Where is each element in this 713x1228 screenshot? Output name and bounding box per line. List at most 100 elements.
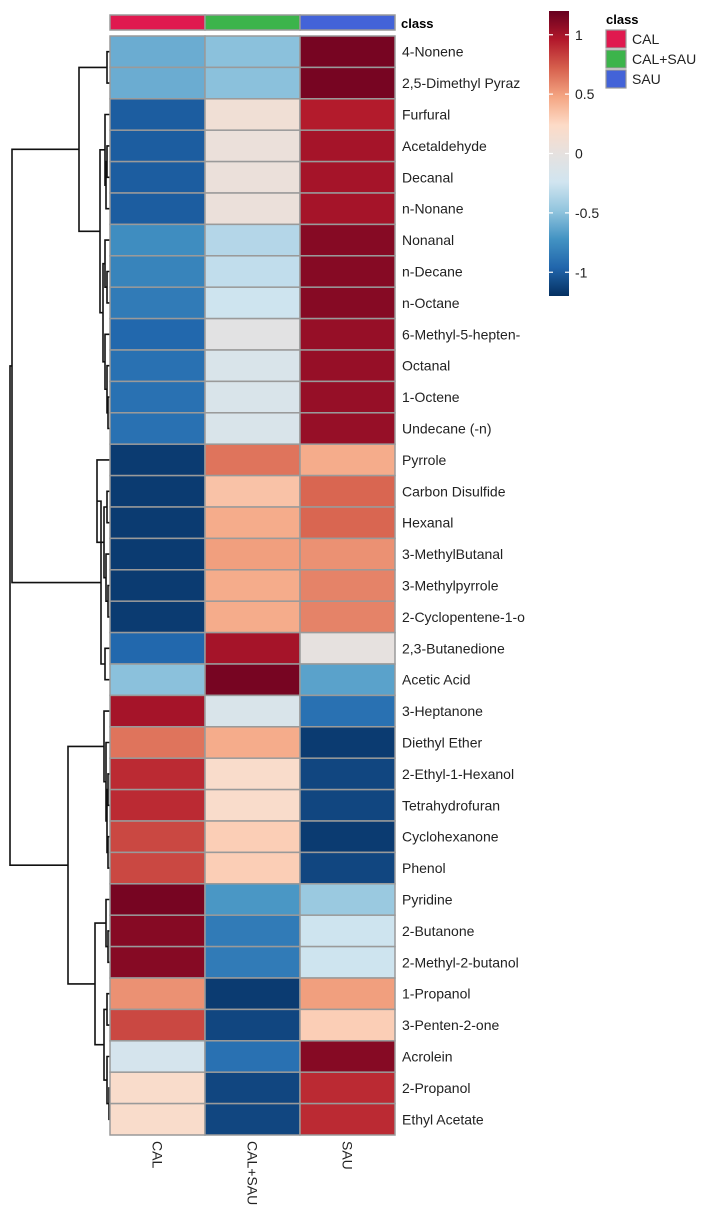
heatmap-cell xyxy=(204,600,301,634)
heatmap-cell xyxy=(204,412,301,445)
class-legend-swatch xyxy=(605,69,627,89)
color-scale-tick-label: 1 xyxy=(575,27,583,43)
row-label: Undecane (-n) xyxy=(402,421,492,437)
heatmap-cell xyxy=(299,412,396,445)
heatmap-cell xyxy=(109,286,206,320)
heatmap-cell xyxy=(299,851,396,885)
heatmap-cell xyxy=(109,380,206,414)
heatmap-cell xyxy=(109,883,206,916)
heatmap-cell xyxy=(204,317,301,351)
heatmap-cell xyxy=(299,914,396,948)
row-label: Nonanal xyxy=(402,232,454,248)
color-scale-bar xyxy=(549,11,569,296)
heatmap-cell xyxy=(109,160,206,194)
heatmap-cell xyxy=(109,788,206,822)
row-label: n-Decane xyxy=(402,264,463,280)
heatmap-cell xyxy=(109,851,206,885)
heatmap-cell xyxy=(204,1102,301,1136)
column-label: CAL xyxy=(150,1141,166,1168)
heatmap-cell xyxy=(204,788,301,822)
heatmap-cell xyxy=(109,129,206,163)
heatmap-cell xyxy=(109,349,206,383)
heatmap-cell xyxy=(299,726,396,759)
row-label: Pyridine xyxy=(402,892,453,908)
heatmap-cell xyxy=(204,1008,301,1042)
class-legend-label: CAL xyxy=(632,31,659,47)
heatmap-cell xyxy=(299,945,396,979)
heatmap-cell xyxy=(299,255,396,288)
heatmap-cell xyxy=(109,1102,206,1136)
heatmap-cell xyxy=(204,1071,301,1105)
heatmap-cell xyxy=(299,1008,396,1042)
heatmap-cell xyxy=(109,474,206,508)
heatmap-cell xyxy=(204,945,301,979)
heatmap-cell xyxy=(204,66,301,100)
column-labels: CAL CAL+SAU SAU xyxy=(150,1141,356,1205)
row-label: 1-Propanol xyxy=(402,986,471,1002)
class-annotation-bar: class xyxy=(109,14,434,31)
row-label: 2,5-Dimethyl Pyraz xyxy=(402,75,520,91)
heatmap-cell xyxy=(299,820,396,854)
row-label: Phenol xyxy=(402,860,446,876)
heatmap-cell xyxy=(299,788,396,822)
heatmap-cell xyxy=(109,98,206,131)
heatmap-cell xyxy=(109,914,206,948)
class-legend-swatch xyxy=(605,29,627,49)
heatmap-cell xyxy=(204,694,301,728)
heatmap-cell xyxy=(299,631,396,665)
heatmap-cell xyxy=(299,160,396,194)
heatmap-cell xyxy=(109,569,206,602)
heatmap-cell xyxy=(299,66,396,100)
heatmap-cell xyxy=(299,317,396,351)
heatmap-cell xyxy=(109,663,206,697)
heatmap-cell xyxy=(299,663,396,697)
heatmap-cell xyxy=(109,35,206,69)
heatmap-cells xyxy=(109,35,396,1136)
column-label: CAL+SAU xyxy=(245,1141,261,1205)
heatmap-cell xyxy=(109,1008,206,1042)
heatmap-cell xyxy=(299,443,396,477)
row-label: 3-Heptanone xyxy=(402,703,483,719)
heatmap-cell xyxy=(109,443,206,477)
class-legend-label: SAU xyxy=(632,71,661,87)
dendrogram-branch xyxy=(9,365,68,866)
row-label: 2-Methyl-2-butanol xyxy=(402,954,519,970)
heatmap-cell xyxy=(299,600,396,634)
heatmap-cell xyxy=(299,1040,396,1073)
row-label: Furfural xyxy=(402,107,450,123)
heatmap-cell xyxy=(204,192,301,226)
row-label: 4-Nonene xyxy=(402,44,464,60)
heatmap-cell xyxy=(204,977,301,1011)
heatmap-cell xyxy=(109,726,206,759)
heatmap-cell xyxy=(109,1071,206,1105)
row-label: 2,3-Butanedione xyxy=(402,640,505,656)
class-annotation-cell-cal xyxy=(109,14,206,31)
heatmap-cell xyxy=(204,820,301,854)
row-label: Ethyl Acetate xyxy=(402,1111,484,1127)
heatmap-cell xyxy=(204,883,301,916)
row-label: 2-Cyclopentene-1-o xyxy=(402,609,525,625)
color-scale-tick-label: 0.5 xyxy=(575,86,595,102)
heatmap-cell xyxy=(299,380,396,414)
heatmap-cell xyxy=(299,537,396,571)
row-label: Cyclohexanone xyxy=(402,829,499,845)
color-scale-legend: 1 0.5 0 -0.5 -1 xyxy=(549,11,599,296)
heatmap-cell xyxy=(109,506,206,540)
heatmap-cell xyxy=(204,160,301,194)
heatmap-cell xyxy=(299,192,396,226)
heatmap-cell xyxy=(299,1071,396,1105)
heatmap-cell xyxy=(299,129,396,163)
heatmap-cell xyxy=(109,820,206,854)
heatmap-cell xyxy=(299,506,396,540)
row-label: 1-Octene xyxy=(402,389,460,405)
heatmap-cell xyxy=(204,1040,301,1073)
dendrogram-branch xyxy=(11,148,101,584)
row-label: 2-Butanone xyxy=(402,923,475,939)
heatmap-cell xyxy=(204,537,301,571)
dendrogram-branch xyxy=(67,745,104,985)
heatmap-cell xyxy=(109,977,206,1011)
heatmap-cell xyxy=(109,66,206,100)
heatmap-cell xyxy=(109,255,206,288)
row-label: Pyrrole xyxy=(402,452,447,468)
